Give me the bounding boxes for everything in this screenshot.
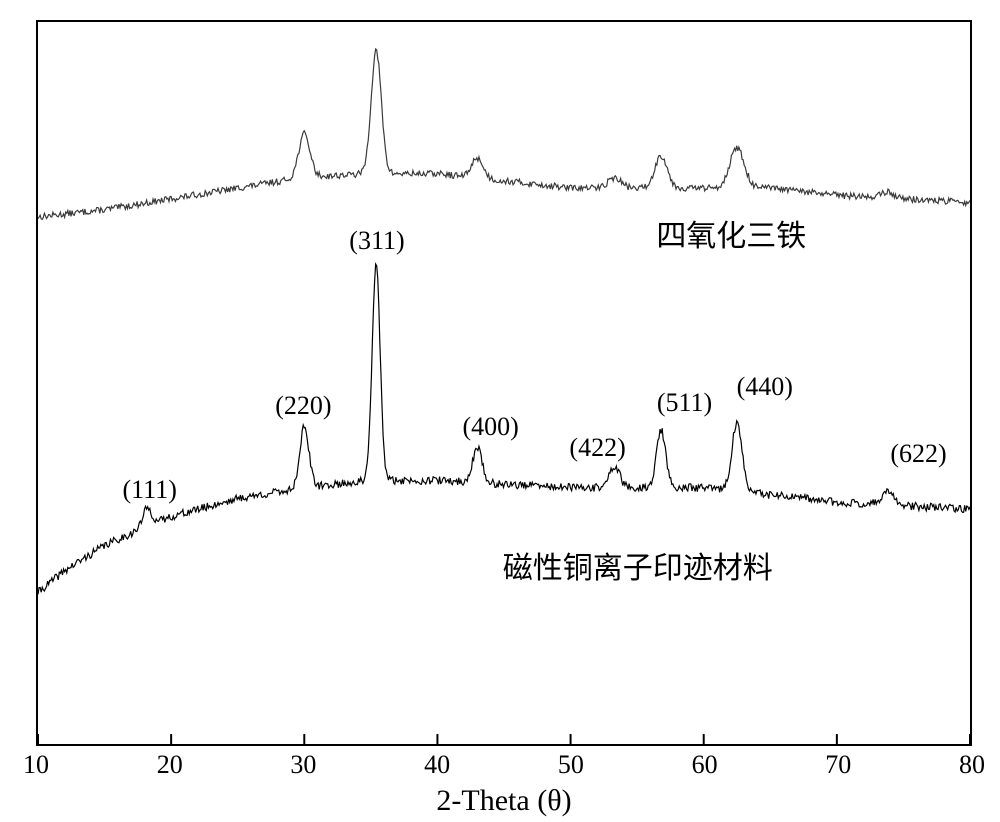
x-tick-label: 10 (23, 750, 49, 780)
peak-label: (220) (275, 391, 331, 421)
peak-label: (622) (890, 439, 946, 469)
x-tick-label: 80 (959, 750, 985, 780)
plot-area (36, 20, 972, 746)
chart-svg (38, 22, 970, 744)
legend-label: 四氧化三铁 (656, 211, 806, 255)
x-tick-label: 30 (290, 750, 316, 780)
peak-label: (111) (122, 475, 176, 505)
xrd-figure: 2-Theta (θ) 10 20 30 40 50 60 70 80 (111) (220) (3… (0, 0, 1000, 822)
x-tick-label: 40 (424, 750, 450, 780)
legend-label: 磁性铜离子印迹材料 (503, 543, 773, 587)
peak-label: (440) (737, 372, 793, 402)
x-tick-label: 20 (157, 750, 183, 780)
peak-label: (311) (349, 226, 404, 256)
x-tick-label: 50 (558, 750, 584, 780)
x-axis-label: 2-Theta (θ) (436, 784, 571, 818)
x-tick-label: 60 (692, 750, 718, 780)
peak-label: (400) (462, 412, 518, 442)
peak-label: (422) (569, 433, 625, 463)
peak-label: (511) (657, 388, 712, 418)
xrd-curve-top (38, 49, 970, 219)
x-tick-label: 70 (825, 750, 851, 780)
